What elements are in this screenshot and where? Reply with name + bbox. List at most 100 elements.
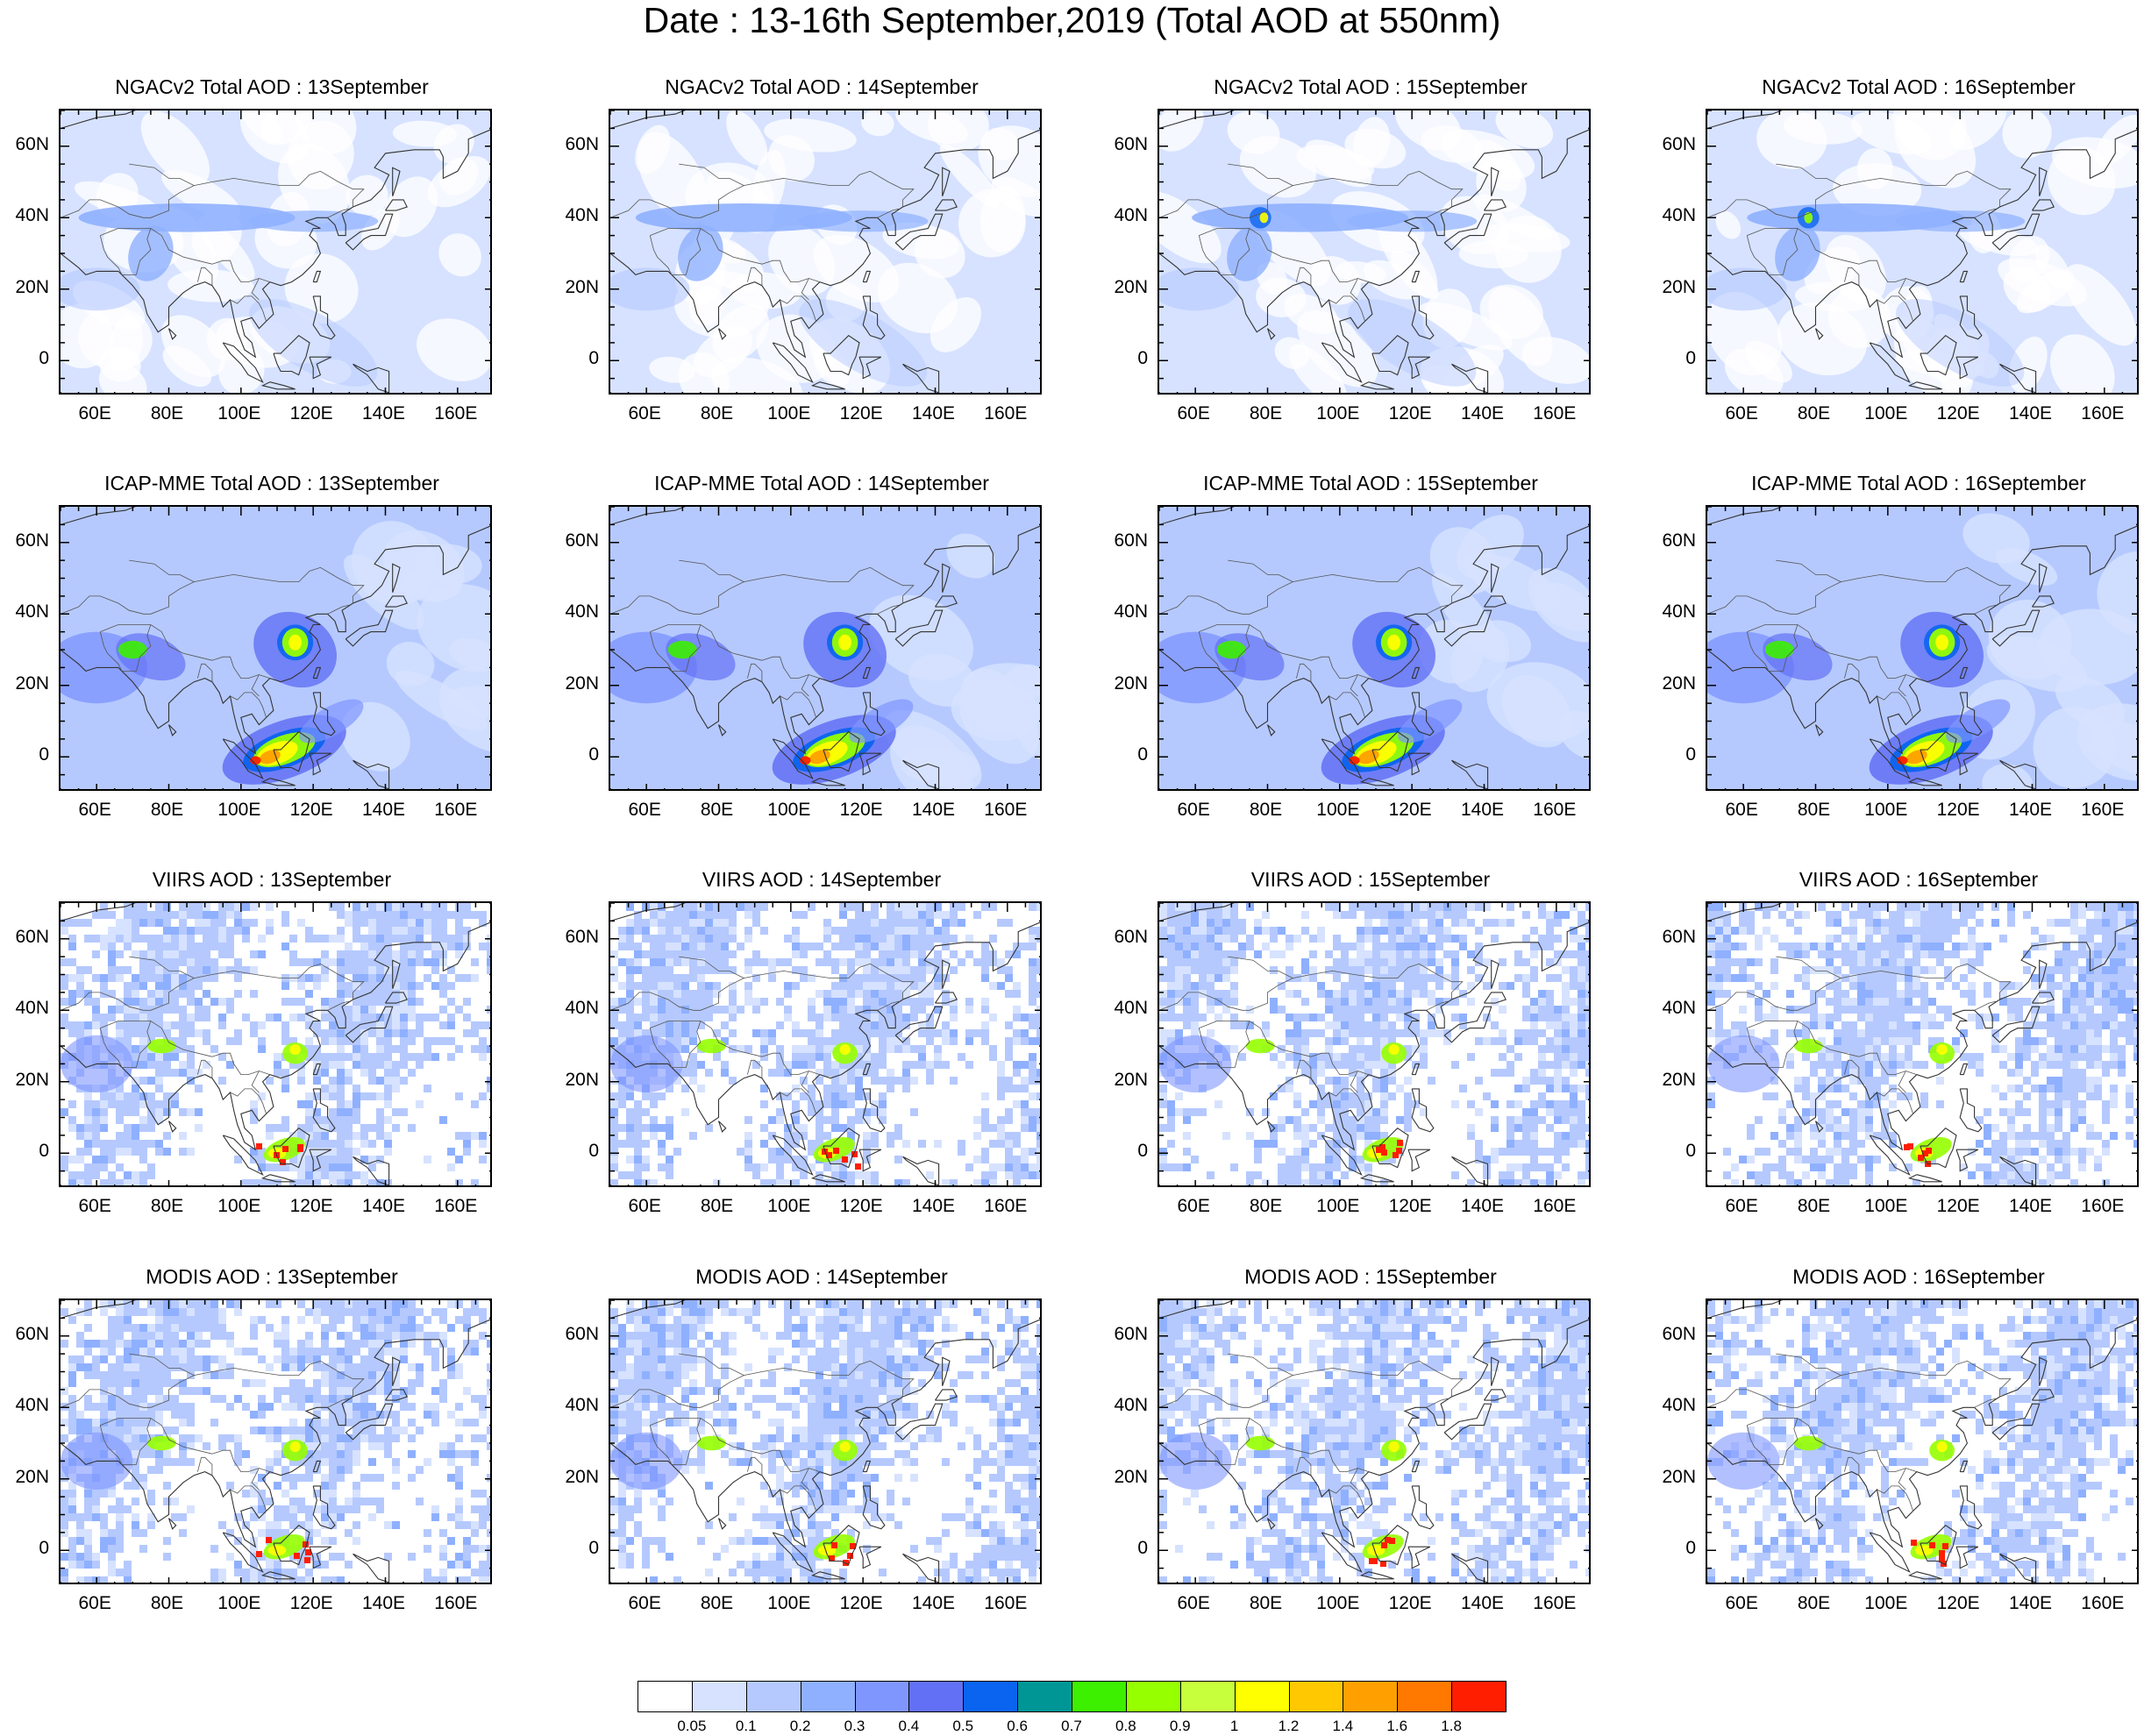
coastlines: [610, 507, 1040, 789]
longitude-tick-label: 120E: [1388, 403, 1432, 423]
latitude-tick-label: 40N: [1114, 205, 1148, 226]
longitude-tick-label: 80E: [1797, 1593, 1831, 1613]
colorbar-swatch: [1397, 1681, 1453, 1712]
longitude-tick-label: 60E: [628, 1196, 661, 1216]
longitude-tick-label: 160E: [2081, 403, 2125, 423]
map-panel: ICAP-MME Total AOD : 15September 60N 40N 20…: [1099, 472, 1642, 866]
latitude-tick-label: 40N: [15, 601, 49, 623]
panel-title: VIIRS AOD : 15September: [1250, 868, 1491, 891]
coastlines: [610, 903, 1040, 1185]
longitude-tick-label: 160E: [1533, 403, 1577, 423]
longitude-tick-label: 120E: [289, 1593, 333, 1613]
map-frame: [1157, 1298, 1591, 1584]
aod-field: [61, 1300, 490, 1583]
longitude-tick-label: 100E: [1316, 800, 1360, 820]
longitude-tick-label: 100E: [1864, 403, 1908, 423]
borders: [1159, 956, 1464, 1114]
coastlines: [610, 1300, 1040, 1583]
map-frame: [59, 901, 492, 1187]
map-frame: [1706, 109, 2139, 395]
latitude-tick-label: 0: [1137, 1141, 1148, 1162]
map-panel: ICAP-MME Total AOD : 14September 60N 40N 20…: [550, 472, 1093, 866]
longitude-tick-label: 160E: [984, 403, 1028, 423]
latitude-tick-label: 0: [1685, 348, 1696, 369]
longitude-tick-label: 160E: [434, 800, 478, 820]
panel-title: VIIRS AOD : 13September: [152, 868, 392, 891]
latitude-tick-label: 40N: [1662, 205, 1696, 226]
longitude-tick-label: 140E: [911, 1593, 956, 1613]
map-panel: NGACv2 Total AOD : 13September 60N 40N 20N 0…: [0, 75, 544, 470]
longitude-tick-label: 60E: [1177, 1593, 1210, 1613]
longitude-tick-label: 120E: [289, 800, 333, 820]
panel-title: NGACv2 Total AOD : 15September: [1214, 75, 1528, 98]
colorbar-swatch: [1451, 1681, 1506, 1712]
map-panel: MODIS AOD : 13September 60N 40N 20N 0 60E 80E 1…: [0, 1265, 544, 1660]
map-panel: NGACv2 Total AOD : 15September 60N 40N 20N 0…: [1099, 75, 1642, 470]
colorbar-label: 0.3: [844, 1718, 865, 1734]
longitude-tick-label: 100E: [217, 800, 261, 820]
colorbar-swatch: [854, 1681, 910, 1712]
longitude-tick-label: 60E: [1725, 1593, 1758, 1613]
map-frame: [59, 505, 492, 791]
longitude-tick-label: 140E: [361, 800, 406, 820]
map-frame: [609, 1298, 1042, 1584]
longitude-tick-label: 80E: [1249, 1196, 1283, 1216]
colorbar-swatch: [1343, 1681, 1399, 1712]
longitude-tick-label: 60E: [78, 1593, 111, 1613]
coastlines: [1159, 110, 1589, 393]
latitude-tick-label: 40N: [15, 205, 49, 226]
latitude-tick-label: 20N: [1662, 276, 1696, 297]
coastlines: [61, 903, 490, 1185]
latitude-tick-label: 0: [1685, 1538, 1696, 1559]
latitude-tick-label: 40N: [1114, 601, 1148, 623]
map-panel: MODIS AOD : 14September 60N 40N 20N 0 60E 80E 1…: [550, 1265, 1093, 1660]
longitude-tick-label: 60E: [1725, 800, 1758, 820]
borders: [1707, 163, 2012, 322]
colorbar-label: 0.4: [898, 1718, 920, 1734]
colorbar-label: 0.9: [1169, 1718, 1191, 1734]
latitude-tick-label: 0: [588, 744, 599, 765]
latitude-tick-label: 60N: [15, 1323, 49, 1344]
longitude-tick-label: 120E: [839, 1593, 883, 1613]
aod-field: [61, 903, 490, 1185]
longitude-tick-label: 160E: [434, 1196, 478, 1216]
longitude-tick-label: 100E: [767, 800, 811, 820]
latitude-tick-label: 40N: [1114, 1395, 1148, 1416]
aod-field: [61, 507, 490, 789]
longitude-tick-label: 100E: [767, 1593, 811, 1613]
colorbar-label: 0.8: [1115, 1718, 1136, 1734]
colorbar-label: 0.05: [677, 1718, 707, 1734]
aod-field: [1707, 110, 2137, 393]
longitude-tick-label: 120E: [1936, 403, 1980, 423]
longitude-tick-label: 140E: [361, 1196, 406, 1216]
latitude-tick-label: 20N: [15, 1069, 49, 1090]
longitude-tick-label: 100E: [217, 1593, 261, 1613]
borders: [1707, 1353, 2012, 1512]
colorbar-swatch: [1125, 1681, 1181, 1712]
map-panel: MODIS AOD : 16September 60N 40N 20N 0 60E 80E 1…: [1647, 1265, 2144, 1660]
longitude-tick-label: 80E: [150, 1593, 184, 1613]
map-panel: NGACv2 Total AOD : 14September 60N 40N 20N 0…: [550, 75, 1093, 470]
latitude-tick-label: 20N: [1114, 276, 1148, 297]
colorbar-swatch: [800, 1681, 856, 1712]
panel-title: MODIS AOD : 13September: [146, 1265, 398, 1288]
longitude-tick-label: 120E: [1936, 800, 1980, 820]
longitude-tick-label: 80E: [1249, 1593, 1283, 1613]
borders: [610, 559, 915, 718]
aod-field: [610, 1300, 1040, 1583]
latitude-tick-label: 20N: [565, 1069, 599, 1090]
longitude-tick-label: 140E: [1460, 1196, 1505, 1216]
latitude-tick-label: 20N: [565, 1466, 599, 1487]
latitude-tick-label: 40N: [565, 601, 599, 623]
map-frame: [1706, 1298, 2139, 1584]
borders: [1707, 559, 2012, 718]
panel-title: ICAP-MME Total AOD : 15September: [1203, 472, 1538, 494]
longitude-tick-label: 140E: [911, 403, 956, 423]
longitude-tick-label: 60E: [1725, 1196, 1758, 1216]
latitude-tick-label: 0: [39, 744, 49, 765]
longitude-tick-label: 80E: [700, 1593, 734, 1613]
borders: [1707, 956, 2012, 1114]
map-panel: VIIRS AOD : 15September 60N 40N 20N 0 60E 80E 1…: [1099, 868, 1642, 1263]
latitude-tick-label: 0: [1137, 744, 1148, 765]
coastlines: [61, 110, 490, 393]
